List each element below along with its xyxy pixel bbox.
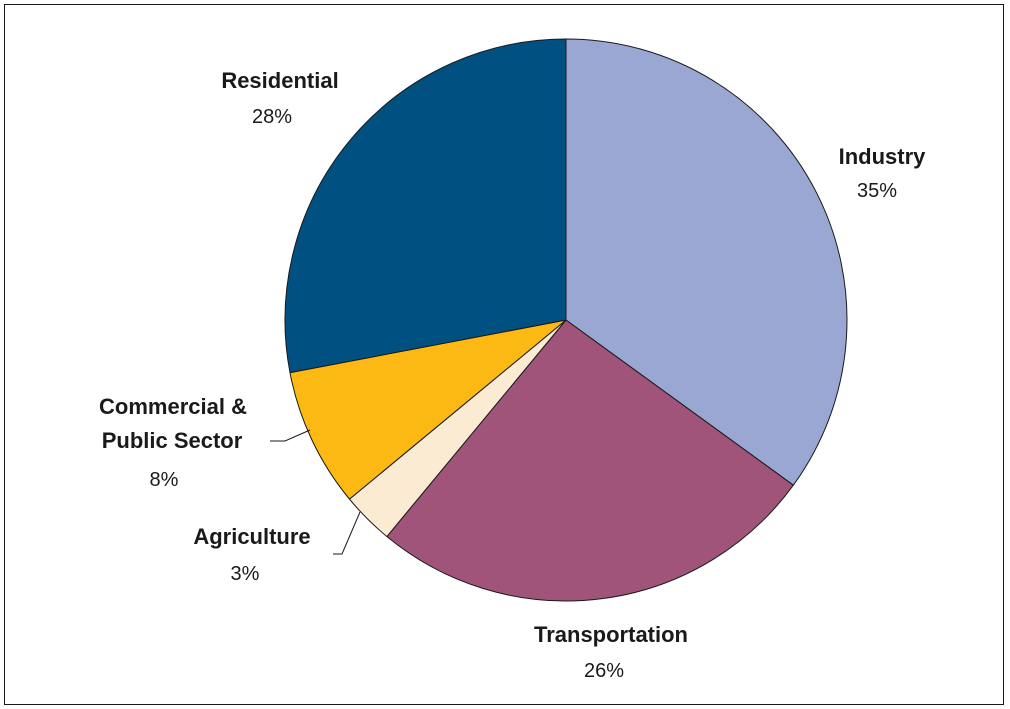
slice-label-agriculture: Agriculture (193, 524, 310, 549)
pie-slice-industry (565, 38, 848, 486)
pie-slice-transportation (386, 319, 794, 602)
leader-line-commercial (270, 429, 311, 442)
slice-value-agriculture: 3% (231, 563, 260, 585)
slice-label-industry: Industry (839, 144, 927, 169)
slice-label-commercial-line2: Public Sector (102, 428, 243, 453)
pie-slice-residential (284, 38, 567, 374)
slice-label-residential: Residential (221, 68, 338, 93)
slice-label-transportation: Transportation (534, 622, 688, 647)
slice-value-transportation: 26% (584, 660, 624, 682)
slice-value-residential: 28% (252, 106, 292, 128)
leader-line-agriculture (333, 511, 361, 555)
slice-label-commercial-line1: Commercial & (99, 394, 247, 419)
slices-layer (284, 38, 848, 602)
leaders-layer (270, 429, 361, 555)
labels-layer: Industry 35% Transportation 26% Agricult… (99, 68, 926, 682)
slice-value-industry: 35% (857, 180, 897, 202)
pie-slice-commercial-public-sector (289, 319, 567, 500)
slice-value-commercial: 8% (150, 469, 179, 491)
